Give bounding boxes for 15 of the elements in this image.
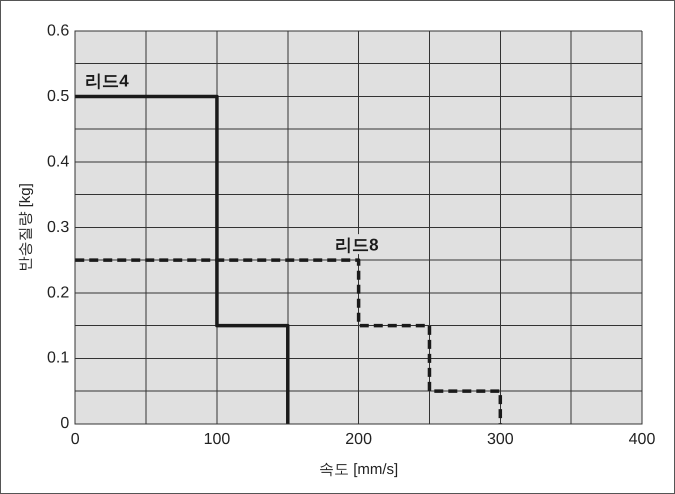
x-tick-label: 100 xyxy=(204,430,230,448)
y-tick-label: 0.6 xyxy=(46,22,70,40)
y-tick-label: 0.1 xyxy=(46,350,70,367)
y-axis-title: 반송질량 [kg] xyxy=(17,183,34,272)
y-tick-label: 0.4 xyxy=(46,153,70,170)
y-tick-label: 0.5 xyxy=(46,88,70,105)
y-tick-label: 0.2 xyxy=(46,284,70,302)
x-tick-label: 400 xyxy=(628,430,656,448)
y-tick-label: 0 xyxy=(60,415,70,432)
y-tick-label: 0.3 xyxy=(46,218,70,236)
x-tick-label: 300 xyxy=(486,430,514,448)
x-tick-label: 200 xyxy=(345,430,372,448)
x-axis-title: 속도 [mm/s] xyxy=(319,461,398,478)
series-label: 리드8 xyxy=(335,235,379,254)
series-label: 리드4 xyxy=(85,72,130,91)
